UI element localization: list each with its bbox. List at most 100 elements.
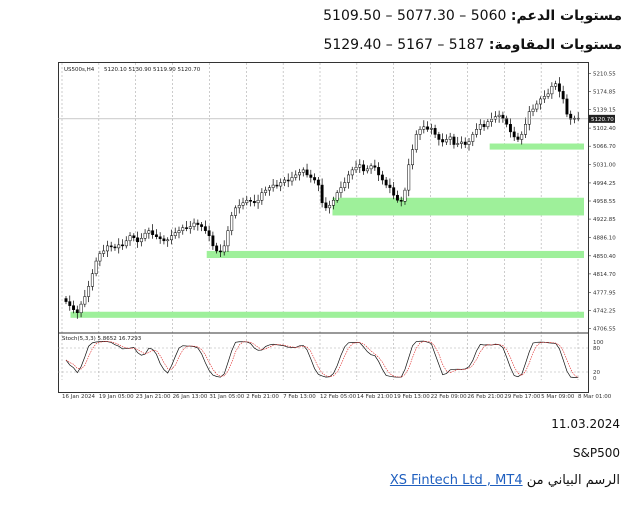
candle-body [271, 184, 275, 188]
candle-body [535, 103, 539, 110]
candle-body [196, 222, 200, 225]
candle-body [343, 182, 347, 188]
candle-body [177, 230, 181, 233]
candle-body [471, 134, 475, 142]
candle-body [294, 174, 298, 178]
support-zone [206, 250, 584, 259]
x-tick-label: 26 Jan 13:00 [173, 394, 208, 400]
chart-source: الرسم البياني من XS Fintech Ltd , MT4 [390, 473, 620, 488]
support-zone [489, 143, 584, 150]
candle-body [98, 253, 102, 262]
candle-body [203, 226, 207, 231]
candle-body [279, 182, 283, 187]
candle-body [380, 174, 384, 181]
y-tick-label: 4922.85 [593, 217, 616, 223]
y-tick-label: 5031.00 [593, 162, 616, 168]
candle-body [320, 184, 324, 204]
candle-body [569, 113, 573, 120]
y-tick-label: 4958.55 [593, 199, 616, 205]
x-tick-label: 26 Feb 21:00 [467, 394, 504, 400]
candle-body [64, 298, 68, 302]
resistance-label: مستويات المقاومة: [488, 37, 622, 53]
candle-body [441, 139, 445, 143]
candle-body [422, 126, 426, 130]
candle-body [68, 301, 72, 306]
x-tick-label: 7 Feb 13:00 [283, 394, 316, 400]
candle-body [264, 189, 268, 193]
candle-body [335, 192, 339, 201]
candle-body [508, 124, 512, 133]
candle-body [501, 114, 505, 119]
candle-body [486, 121, 490, 128]
stoch-level-label: 80 [593, 346, 600, 352]
candle-body [369, 165, 373, 170]
candle-body [290, 177, 294, 182]
candle-body [252, 201, 256, 204]
candle-body [444, 139, 448, 143]
candle-body [109, 245, 113, 248]
candle-body [200, 224, 204, 227]
candle-body [414, 134, 418, 150]
candle-body [275, 184, 279, 187]
candle-body [512, 131, 516, 138]
candle-body [407, 164, 411, 191]
x-tick-label: 31 Jan 05:00 [209, 394, 244, 400]
candle-body [113, 246, 117, 249]
source-prefix: الرسم البياني من [526, 473, 620, 488]
current-price-box [589, 114, 615, 123]
candle-body [384, 179, 388, 186]
price-chart[interactable]: 16 Jan 2024 19 Jan 05:00 23 Jan 21:00 26 Ja… [58, 62, 626, 402]
x-tick-label: 14 Feb 21:00 [357, 394, 394, 400]
candle-body [211, 235, 215, 247]
x-tick-label: 29 Feb 17:00 [504, 394, 541, 400]
candle-body [215, 245, 219, 252]
candle-body [260, 192, 264, 201]
candle-body [557, 83, 561, 92]
x-tick-label: 12 Feb 05:00 [320, 394, 357, 400]
candle-body [188, 226, 192, 229]
current-price-label: 5120.70 [591, 117, 614, 123]
candle-body [426, 126, 430, 130]
candle-body [448, 136, 452, 140]
stoch-level-label: 20 [593, 370, 600, 376]
candle-body [87, 286, 91, 297]
candle-body [143, 232, 147, 239]
candle-body [154, 234, 158, 237]
candle-body [245, 200, 249, 204]
candle-body [354, 167, 358, 171]
candle-body [324, 202, 328, 209]
resistance-values: 5187 – 5167 – 5129.40 [323, 37, 485, 53]
candle-body [460, 141, 463, 144]
candle-body [283, 179, 286, 183]
candle-body [267, 187, 271, 191]
x-tick-label: 5 Mar 09:00 [541, 394, 575, 400]
candle-body [147, 230, 151, 234]
candle-body [121, 244, 124, 247]
ohlc-readout: 5120.10 5130.90 5119.90 5120.70 [104, 67, 201, 73]
candle-body [392, 187, 396, 196]
candle-body [226, 230, 230, 247]
chart-canvas[interactable]: 16 Jan 2024 19 Jan 05:00 23 Jan 21:00 26 Ja… [58, 62, 626, 402]
candle-body [505, 117, 509, 125]
y-tick-label: 4886.10 [593, 236, 616, 242]
source-link[interactable]: XS Fintech Ltd , MT4 [389, 473, 523, 488]
x-tick-label: 23 Jan 21:00 [136, 394, 171, 400]
y-tick-label: 5066.70 [593, 144, 616, 150]
candle-body [313, 177, 317, 181]
support-zones [70, 143, 585, 318]
candle-body [298, 172, 301, 176]
candles [64, 77, 580, 319]
support-levels: مستويات الدعم: 5060 – 5077.30 – 5109.50 [323, 8, 622, 24]
candle-body [170, 235, 173, 241]
y-tick-label: 4742.25 [593, 309, 616, 315]
y-tick-label: 5210.55 [593, 71, 616, 77]
stoch-signal-line [65, 340, 579, 378]
candle-body [132, 235, 136, 239]
candle-body [490, 118, 494, 122]
x-tick-label: 8 Mar 01:00 [578, 394, 612, 400]
stoch-label: Stoch(5,3,3) 5.8652 16.7293 [62, 336, 142, 342]
candle-body [365, 168, 369, 172]
symbol-name: S&P500 [572, 446, 620, 460]
y-tick-label: 4850.40 [593, 254, 616, 260]
candle-body [418, 129, 422, 135]
